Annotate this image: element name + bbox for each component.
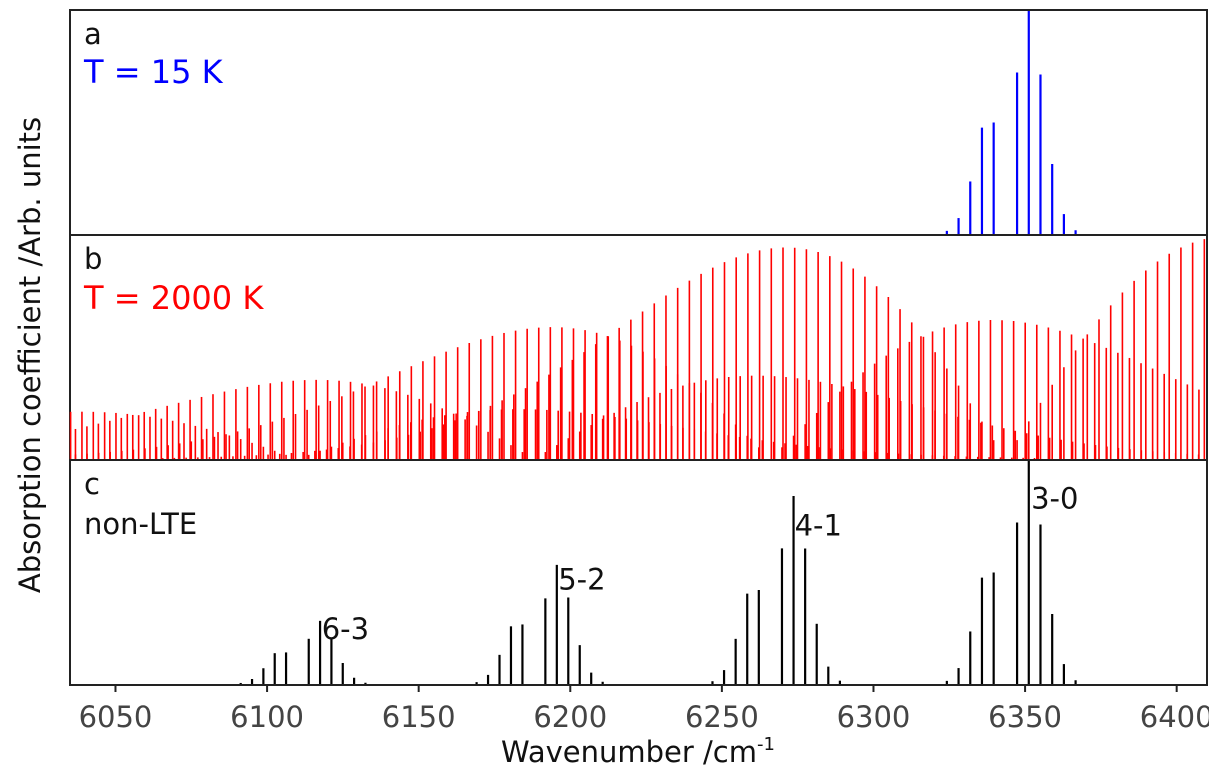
panel-c-band-labels: 3-0 4-1 5-2 6-3 — [322, 482, 1079, 647]
band-label-3-0: 3-0 — [1031, 482, 1078, 516]
panel-c-frame — [69, 459, 1208, 686]
band-label-4-1: 4-1 — [795, 509, 842, 543]
x-tick-label: 6050 — [79, 700, 153, 734]
x-axis-title-superscript: -1 — [757, 734, 775, 755]
panel-b-temperature-label: T = 2000 K — [83, 279, 264, 317]
x-tick-label: 6100 — [230, 700, 304, 734]
band-label-6-3: 6-3 — [322, 612, 369, 646]
x-tick-label: 6400 — [1140, 700, 1209, 734]
x-tick-label: 6150 — [382, 700, 456, 734]
panel-a-letter: a — [84, 17, 102, 51]
band-label-5-2: 5-2 — [558, 563, 605, 597]
panel-b-lines — [69, 239, 1206, 459]
x-tick-label: 6350 — [988, 700, 1062, 734]
panel-c: c non-LTE 3-0 4-1 5-2 6-3 — [69, 459, 1208, 686]
x-axis-title-text: Wavenumber /cm — [501, 735, 757, 769]
x-axis-title: Wavenumber /cm-1 — [501, 734, 775, 769]
y-axis-title: Absorption coefficient /Arb. units — [13, 117, 47, 593]
panel-a: a T = 15 K — [69, 9, 1208, 236]
panel-c-condition-label: non-LTE — [84, 507, 197, 541]
panel-c-lines — [239, 461, 1077, 684]
panel-b: b T = 2000 K — [69, 234, 1208, 461]
x-axis: 6050 6100 6150 6200 6250 6300 6350 6400 — [79, 685, 1209, 734]
panel-a-temperature-label: T = 15 K — [83, 53, 224, 91]
x-tick-label: 6200 — [533, 700, 607, 734]
x-tick-label: 6250 — [685, 700, 759, 734]
panel-b-letter: b — [84, 242, 102, 276]
panel-a-lines — [945, 11, 1077, 234]
panel-a-frame — [69, 9, 1208, 236]
panel-c-letter: c — [84, 467, 100, 501]
x-tick-label: 6300 — [837, 700, 911, 734]
